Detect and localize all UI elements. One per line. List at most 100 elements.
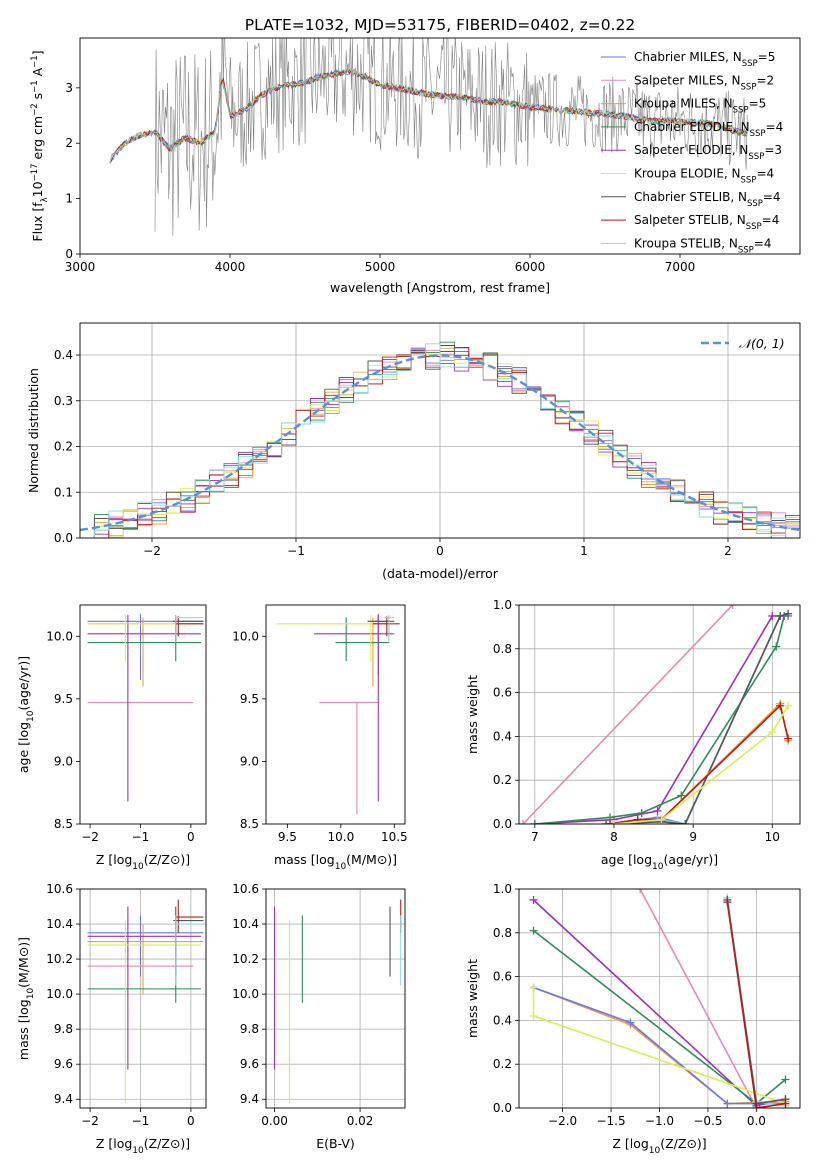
- weight-marker: [529, 895, 538, 904]
- age-vs-mass-axes: 9.5 10.0 10.5 8.5 9.0 9.5 10.0 mass [log10(M/M⊙…: [232, 604, 408, 872]
- legend-label: Kroupa STELIB, NSSP=4: [634, 236, 772, 255]
- y-tick-label: 0.4: [54, 348, 73, 362]
- legend-label: Chabrier STELIB, NSSP=4: [634, 190, 781, 209]
- age-vs-mass-xlabel: mass [log10(M/M⊙)]: [274, 852, 397, 872]
- x-tick-label: −0.5: [693, 1114, 722, 1128]
- weight-marker: [776, 611, 785, 620]
- y-tick-label: 10.0: [232, 987, 259, 1001]
- weight-line: [613, 705, 789, 824]
- weight-marker: [606, 820, 615, 824]
- spectrum-axes: 3000 4000 5000 6000 7000 0 1 2 3 wavelength [Angs…: [30, 37, 801, 295]
- spectrum-xlabel: wavelength [Angstrom, rest frame]: [330, 280, 550, 295]
- x-tick-label: 4000: [215, 260, 246, 274]
- spectrum-legend: Chabrier MILES, NSSP=5 Salpeter MILES, NS…: [601, 50, 783, 255]
- spectrum-ylabel: Flux [fλ10−17 erg cm−2 s−1 A−1]: [30, 50, 50, 241]
- weight-marker: [784, 609, 793, 618]
- y-tick-label: 9.6: [54, 1057, 73, 1071]
- y-tick-label: 10.4: [232, 917, 259, 931]
- weight-marker: [784, 734, 793, 743]
- mass-vs-Z-plot-area: [87, 899, 204, 1103]
- weight-line: [522, 605, 734, 824]
- y-tick-label: 0.8: [493, 642, 512, 656]
- weight-marker: [529, 983, 538, 992]
- mass-vs-EBV-plot-area: [274, 899, 402, 1103]
- age-vs-Z-frame: [79, 604, 207, 825]
- legend-label: Chabrier ELODIE, NSSP=4: [634, 120, 783, 139]
- y-tick-label: 0.6: [493, 970, 512, 984]
- weight-marker: [519, 820, 527, 824]
- y-tick-label: 2: [65, 136, 73, 150]
- age-vs-mass-plot-area: [276, 613, 400, 814]
- legend-label: Chabrier MILES, NSSP=5: [634, 50, 775, 69]
- weight-marker: [776, 701, 785, 710]
- y-tick-label: 9.4: [240, 1092, 259, 1106]
- weight-marker: [529, 926, 538, 935]
- spectrum-data-line: [154, 38, 748, 236]
- y-tick-label: 10.6: [232, 882, 259, 896]
- weight-marker: [530, 820, 539, 824]
- y-tick-label: 10.2: [232, 952, 259, 966]
- age-vs-Z-xlabel: Z [log10(Z/Z⊙)]: [96, 852, 190, 872]
- spectrum-plot-area: [109, 38, 748, 236]
- y-tick-label: 0.0: [493, 1101, 512, 1115]
- x-tick-label: 0.02: [347, 1114, 374, 1128]
- spectrum-model-line: [109, 67, 748, 164]
- weight-marker: [677, 791, 686, 800]
- x-tick-label: 10.5: [381, 830, 408, 844]
- age-vs-Z-axes: −2 −1 0 8.5 9.0 9.5 10.0 Z [log10(Z/Z⊙)] age [lo…: [16, 604, 207, 872]
- y-tick-label: 9.8: [54, 1022, 73, 1036]
- normal-curve: [80, 354, 800, 532]
- y-tick-label: 0.4: [493, 1013, 512, 1027]
- x-tick-label: −1: [132, 830, 150, 844]
- weight-vs-age-frame: [518, 604, 801, 825]
- weight-marker: [772, 642, 781, 651]
- weight-vs-age-plot-area: [519, 605, 793, 824]
- weight-line: [534, 615, 785, 824]
- histogram-series: [80, 343, 800, 538]
- age-vs-Z-plot-area: [87, 613, 204, 802]
- weight-vs-Z-frame: [518, 888, 801, 1109]
- legend-label: Kroupa MILES, NSSP=5: [634, 97, 766, 116]
- weight-vs-age-axes: 7 8 9 10 0.0 0.2 0.4 0.6 0.8 1.0 age [log10(age/yr…: [465, 598, 801, 872]
- weight-vs-Z-ylabel: mass weight: [465, 959, 480, 1038]
- y-tick-label: 1: [65, 192, 73, 206]
- weight-marker: [784, 701, 793, 710]
- y-tick-label: 8.5: [54, 817, 73, 831]
- weight-marker: [636, 889, 645, 893]
- x-tick-label: 0.0: [747, 1114, 766, 1128]
- x-tick-label: 0.00: [261, 1114, 288, 1128]
- x-tick-label: 5000: [365, 260, 396, 274]
- residuals-ylabel: Normed distribution: [26, 368, 41, 493]
- y-tick-label: 0.0: [54, 531, 73, 545]
- weight-marker: [602, 820, 611, 824]
- weight-marker: [781, 1075, 790, 1084]
- weight-line: [606, 613, 789, 824]
- legend-label: Salpeter ELODIE, NSSP=3: [634, 143, 782, 162]
- weight-vs-Z-axes: −2.0 −1.5 −1.0 −0.5 0.0 0.0 0.2 0.4 0.6 0.8 1.0 Z […: [465, 882, 801, 1156]
- mass-vs-Z-xlabel: Z [log10(Z/Z⊙)]: [96, 1136, 190, 1156]
- age-vs-Z-ylabel: age [log10(age/yr)]: [16, 656, 36, 773]
- x-tick-label: 6000: [515, 260, 546, 274]
- y-tick-label: 9.0: [54, 754, 73, 768]
- x-tick-label: 7000: [665, 260, 696, 274]
- x-tick-label: −2: [81, 1114, 99, 1128]
- weight-line: [609, 701, 789, 824]
- x-tick-label: 10.0: [327, 830, 354, 844]
- x-tick-label: 8: [610, 830, 618, 844]
- weight-marker: [723, 1099, 732, 1108]
- weight-line: [639, 889, 758, 1108]
- y-tick-label: 10.6: [46, 882, 73, 896]
- weight-line: [609, 704, 789, 824]
- residuals-plot-area: [80, 341, 800, 538]
- y-tick-label: 10.0: [46, 987, 73, 1001]
- residuals-frame: [79, 322, 801, 539]
- mass-vs-EBV-axes: 0.00 0.02 9.4 9.6 9.8 10.0 10.2 10.4 10.6 E(B-V): [232, 882, 406, 1151]
- figure-title: PLATE=1032, MJD=53175, FIBERID=0402, z=0…: [245, 16, 635, 34]
- x-tick-label: 9: [689, 830, 697, 844]
- y-tick-label: 10.2: [46, 952, 73, 966]
- legend-label: Salpeter STELIB, NSSP=4: [634, 213, 779, 232]
- legend-label: Kroupa ELODIE, NSSP=4: [634, 167, 774, 186]
- residuals-axes: −2 −1 0 1 2 0.0 0.1 0.2 0.3 0.4 (data-model)/error…: [26, 322, 801, 581]
- x-tick-label: 0: [187, 1114, 195, 1128]
